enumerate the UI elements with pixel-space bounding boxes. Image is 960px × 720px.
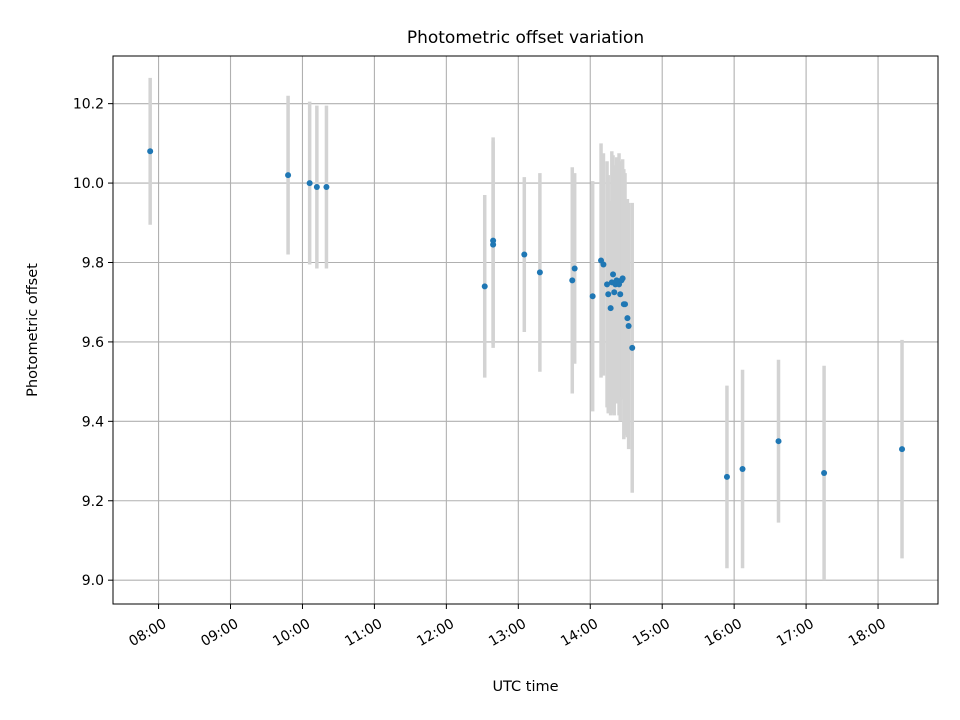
data-point	[821, 469, 828, 476]
y-tick-label: 10.0	[73, 176, 104, 192]
data-point	[569, 277, 576, 284]
data-point	[624, 315, 631, 322]
y-tick-label: 9.6	[82, 335, 104, 351]
data-point	[617, 291, 624, 298]
data-point	[600, 261, 607, 268]
y-axis-label: Photometric offset	[25, 263, 41, 397]
y-tick-label: 9.4	[82, 414, 104, 430]
data-point	[605, 291, 612, 298]
data-point	[607, 305, 614, 312]
data-point	[306, 180, 313, 187]
data-point	[536, 269, 543, 276]
data-point	[521, 251, 528, 258]
data-point	[723, 473, 730, 480]
data-point	[604, 281, 611, 288]
data-points	[147, 148, 906, 480]
data-point	[739, 465, 746, 472]
data-point	[610, 271, 617, 278]
data-point	[775, 438, 782, 445]
data-point	[622, 301, 629, 308]
x-axis-label: UTC time	[492, 679, 558, 695]
data-point	[481, 283, 488, 290]
data-point	[571, 265, 578, 272]
chart-title: Photometric offset variation	[407, 28, 644, 48]
y-tick-label: 10.2	[73, 97, 104, 113]
data-point	[625, 323, 632, 330]
data-point	[490, 241, 497, 248]
data-point	[285, 172, 292, 179]
data-point	[313, 184, 320, 191]
plot-frame	[112, 55, 939, 605]
data-point	[147, 148, 154, 155]
data-point	[619, 275, 626, 282]
data-point	[629, 344, 636, 351]
data-point	[589, 293, 596, 300]
data-point	[323, 184, 330, 191]
y-tick-label: 9.0	[82, 573, 104, 589]
y-tick-label: 9.8	[82, 255, 104, 271]
data-point	[899, 446, 906, 453]
y-tick-label: 9.2	[82, 494, 104, 510]
data-point	[611, 289, 618, 296]
